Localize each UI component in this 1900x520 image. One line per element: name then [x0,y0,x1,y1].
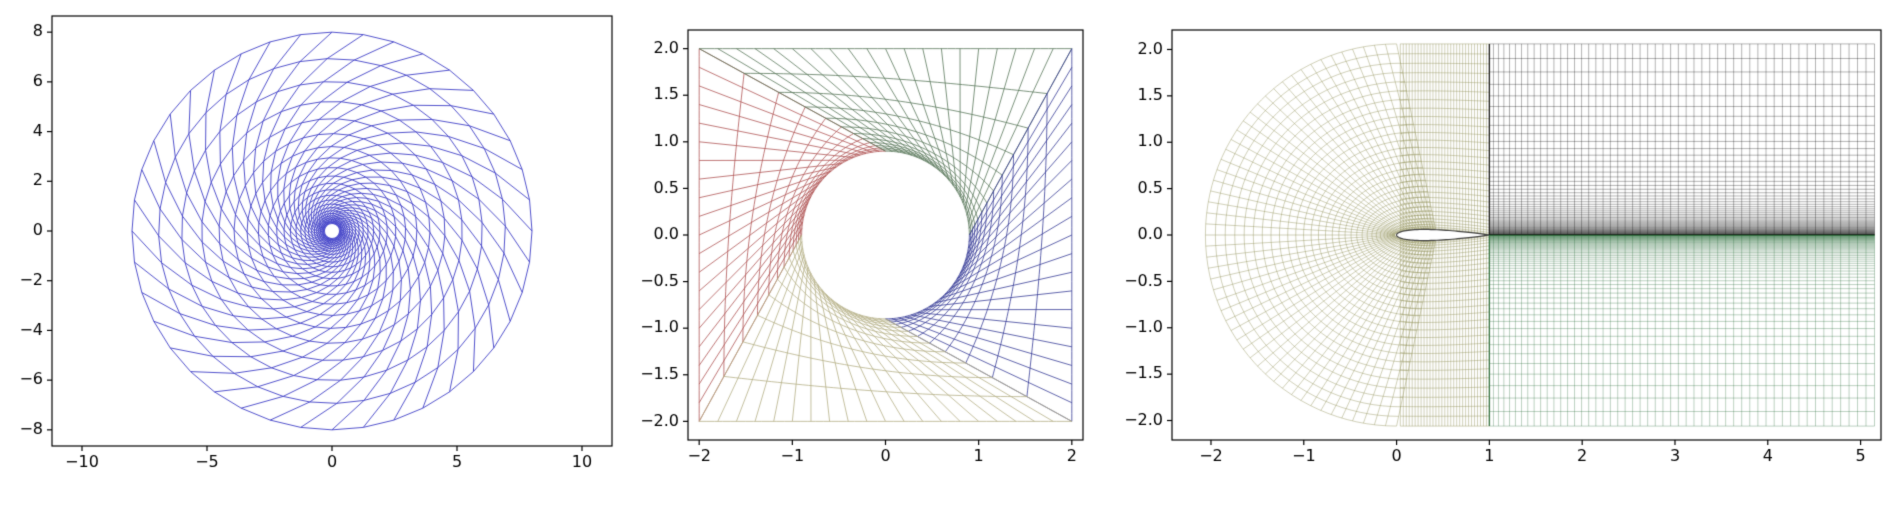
figure [0,0,1900,520]
mesh-figure-canvas [0,0,1900,520]
